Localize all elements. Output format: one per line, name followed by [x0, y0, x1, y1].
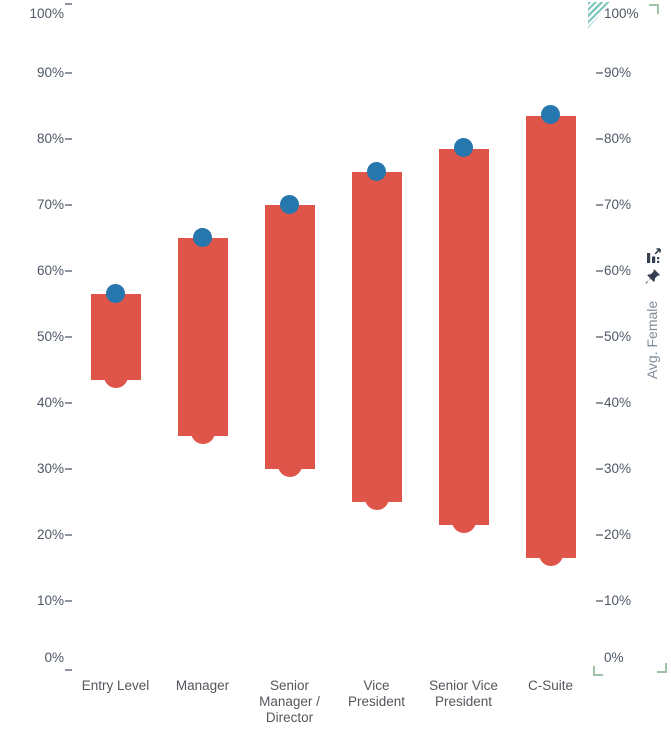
- right-axis-tick: [596, 270, 603, 272]
- left-axis-tick: [65, 468, 72, 470]
- x-axis-label-manager[interactable]: Manager: [175, 678, 230, 693]
- pushpin-icon[interactable]: [644, 268, 662, 287]
- x-axis-label-senior-manager-director[interactable]: Senior Manager / Director: [259, 678, 320, 725]
- right-axis-tick: [596, 138, 603, 140]
- x-axis-label-c-suite[interactable]: C-Suite: [527, 678, 573, 693]
- left-axis-tick: [65, 138, 72, 140]
- right-axis-label: 70%: [604, 197, 632, 212]
- x-axis-label-vice-president[interactable]: Vice President: [347, 678, 406, 709]
- left-axis-tick: [65, 402, 72, 404]
- left-axis-label: 60%: [36, 263, 64, 278]
- right-axis-label: 90%: [604, 65, 632, 80]
- resize-corner-bottom-right[interactable]: [657, 663, 667, 673]
- bar-senior-vice-president[interactable]: [438, 148, 489, 526]
- left-axis-label: 90%: [36, 65, 64, 80]
- value-dot-high-senior-vice-president[interactable]: [454, 138, 473, 158]
- right-axis-label: 60%: [604, 263, 632, 278]
- left-axis-label: 100%: [29, 6, 64, 21]
- right-axis-label: 20%: [604, 527, 632, 542]
- left-axis-tick: [65, 204, 72, 206]
- value-dot-high-entry-level[interactable]: [106, 283, 125, 303]
- left-axis-tick: [65, 669, 72, 671]
- value-dot-high-senior-manager-director[interactable]: [280, 194, 299, 214]
- value-dot-high-c-suite[interactable]: [541, 105, 560, 125]
- right-axis-label: 100%: [604, 6, 639, 21]
- right-axis-tick: [596, 402, 603, 404]
- left-axis-label: 50%: [36, 329, 64, 344]
- left-axis-tick: [65, 270, 72, 272]
- right-axis-tick: [596, 468, 603, 470]
- right-axis-tick: [596, 600, 603, 602]
- right-axis-tick: [596, 204, 603, 206]
- left-axis-label: 80%: [36, 131, 64, 146]
- left-axis-label: 30%: [36, 461, 64, 476]
- bar-c-suite[interactable]: [525, 115, 576, 559]
- left-axis-label: 70%: [36, 197, 64, 212]
- bar-senior-manager-director[interactable]: [264, 205, 315, 469]
- resize-corner-top-right[interactable]: [649, 4, 659, 14]
- right-axis-tick: [596, 534, 603, 536]
- right-axis-tick: [596, 72, 603, 74]
- x-axis-label-entry-level[interactable]: Entry Level: [81, 678, 150, 693]
- right-axis-label: 0%: [604, 650, 624, 665]
- left-axis-tick: [65, 336, 72, 338]
- left-axis-label: 10%: [36, 593, 64, 608]
- right-axis-tick: [596, 336, 603, 338]
- right-axis-label: 30%: [604, 461, 632, 476]
- insights-chart-icon[interactable]: [646, 247, 663, 264]
- right-axis-label: 80%: [604, 131, 632, 146]
- right-axis-label: 40%: [604, 395, 632, 410]
- right-axis-label: 10%: [604, 593, 632, 608]
- left-axis-tick: [65, 534, 72, 536]
- left-axis-label: 20%: [36, 527, 64, 542]
- left-axis-label: 0%: [44, 650, 64, 665]
- left-axis-tick: [65, 72, 72, 74]
- left-axis-tick: [65, 600, 72, 602]
- bar-entry-level[interactable]: [90, 294, 141, 380]
- value-dot-high-manager[interactable]: [193, 227, 212, 247]
- right-axis-label: 50%: [604, 329, 632, 344]
- bar-vice-president[interactable]: [351, 172, 402, 502]
- value-dot-high-vice-president[interactable]: [367, 161, 386, 181]
- x-axis-label-senior-vice-president[interactable]: Senior Vice President: [429, 678, 498, 709]
- left-axis-tick: [65, 3, 72, 5]
- bar-manager[interactable]: [177, 238, 228, 436]
- left-axis-label: 40%: [36, 395, 64, 410]
- resize-corner-bottom-left[interactable]: [593, 666, 603, 676]
- right-axis-title: Avg. Female: [644, 300, 660, 380]
